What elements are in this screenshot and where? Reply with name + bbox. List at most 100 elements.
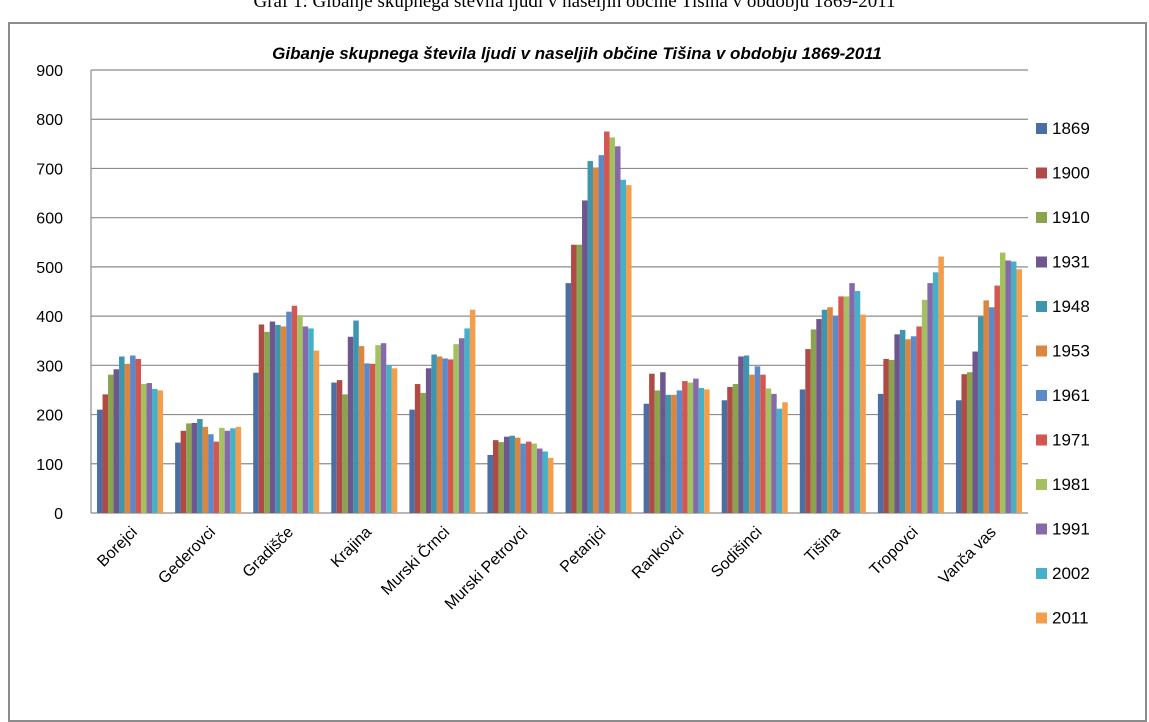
bar [102,394,109,513]
bar [547,457,554,513]
bar [754,366,761,513]
bar [386,365,392,513]
bar [141,384,147,513]
bar [576,244,583,513]
y-tick-label: 400 [36,309,63,326]
bar [191,422,198,513]
bar [358,346,365,513]
bar [827,307,833,513]
legend-label: 1991 [1052,520,1090,539]
x-axis: Borejci Gederovci Gradišče Krajina Murski Čr… [94,522,1000,613]
bar [693,378,699,513]
bar [765,388,772,513]
bar [615,146,621,513]
bar [308,328,314,513]
bar [682,381,688,513]
bar [910,336,917,513]
legend-label: 1971 [1052,431,1090,450]
bar [955,400,962,513]
bar [932,272,939,513]
bar [291,305,298,513]
bar [97,409,103,513]
bar [202,426,209,513]
x-tick-label: Sodišinci [708,524,765,581]
bar [536,448,543,513]
bar [760,374,766,513]
bar [687,382,694,513]
bar [983,300,989,513]
bar [525,441,532,513]
bar [331,382,337,513]
legend-label: 1910 [1052,208,1090,227]
bar [676,390,683,513]
bar [654,390,661,513]
legend-label: 1931 [1052,253,1090,272]
bar [832,316,839,513]
x-tick-label: Murski Petrovci [442,524,531,613]
bar [988,307,995,513]
bar [838,296,844,513]
bar [409,409,415,513]
x-tick-label: Petanjci [557,524,609,576]
bar [436,356,443,513]
bar [860,314,866,513]
bar [375,345,381,513]
y-tick-label: 700 [36,161,63,178]
bar [447,359,454,513]
legend-swatch [1036,123,1047,134]
bar [230,428,236,513]
bar [921,299,928,513]
bar [894,334,900,513]
bar [391,368,398,513]
bar [380,343,387,513]
bar [883,358,889,513]
bar [119,356,125,513]
bar [464,328,470,513]
bar [609,137,616,513]
bar [843,296,850,513]
bar [253,372,259,513]
bar [961,374,967,513]
legend-swatch [1036,301,1047,312]
bar [175,442,181,513]
bar [264,331,270,513]
bar [336,380,343,513]
bar [124,363,131,513]
bar [313,350,320,513]
y-tick-label: 300 [36,358,63,375]
legend-label: 1948 [1052,297,1090,316]
legend-label: 1981 [1052,475,1090,494]
bar [286,311,292,513]
bar [297,315,303,513]
y-tick-label: 100 [36,457,63,474]
bar [347,336,354,513]
bar [899,329,906,513]
bar [854,291,861,513]
legend-label: 1953 [1052,342,1090,361]
bar [810,329,817,513]
legend-label: 1961 [1052,386,1090,405]
bar [916,326,922,513]
bar [425,368,432,513]
chart-frame: Gibanje skupnega števila ljudi v naselji… [8,22,1147,722]
y-tick-label: 800 [36,112,63,129]
bar [469,309,476,513]
x-tick-label: Rankovci [629,524,688,583]
bar [977,316,984,513]
bar [649,373,655,513]
bar [671,394,677,513]
bar [258,324,265,513]
bar [180,430,187,513]
bar [520,443,526,513]
legend-label: 2002 [1052,564,1090,583]
bar [698,387,705,513]
legend-swatch [1036,612,1047,624]
bar [498,442,504,513]
legend-swatch [1036,523,1047,535]
bar [877,393,884,513]
bar [738,356,744,513]
bar [503,436,510,513]
chart-title: Gibanje skupnega števila ljudi v naselji… [272,44,882,63]
bar [643,403,650,513]
bar [999,252,1006,513]
